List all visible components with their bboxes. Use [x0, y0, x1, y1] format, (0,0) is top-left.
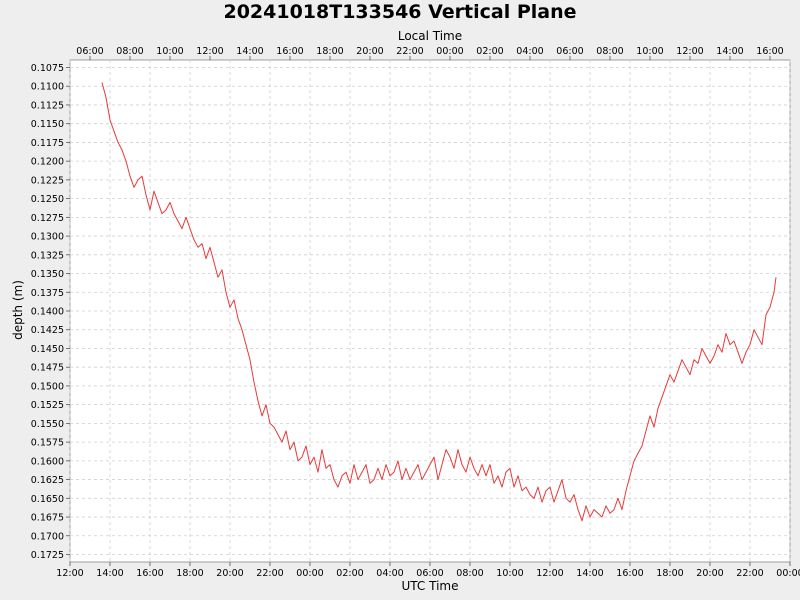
y-tick-label: 0.1325 [31, 250, 64, 261]
y-tick-label: 0.1400 [31, 307, 64, 318]
y-tick-label: 0.1100 [31, 82, 64, 93]
y-tick-label: 0.1275 [31, 213, 64, 224]
y-tick-label: 0.1175 [31, 138, 64, 149]
y-tick-label: 0.1225 [31, 175, 64, 186]
y-tick-label: 0.1150 [31, 119, 64, 130]
x2-tick-label: 16:00 [276, 46, 303, 57]
x2-tick-label: 12:00 [196, 46, 223, 57]
x-tick-label: 14:00 [576, 568, 603, 579]
y-tick-label: 0.1625 [31, 475, 64, 486]
x-tick-label: 08:00 [456, 568, 483, 579]
x-tick-label: 12:00 [56, 568, 83, 579]
x2-tick-label: 10:00 [156, 46, 183, 57]
x-tick-label: 16:00 [616, 568, 643, 579]
x-tick-label: 22:00 [736, 568, 763, 579]
x2-tick-label: 06:00 [76, 46, 103, 57]
x-tick-label: 00:00 [296, 568, 323, 579]
x2-tick-label: 08:00 [116, 46, 143, 57]
x2-tick-label: 22:00 [396, 46, 423, 57]
chart-title: 20241018T133546 Vertical Plane [223, 1, 576, 23]
x-tick-label: 18:00 [176, 568, 203, 579]
x-tick-label: 18:00 [656, 568, 683, 579]
y-tick-label: 0.1675 [31, 513, 64, 524]
y-tick-label: 0.1200 [31, 157, 64, 168]
y-tick-label: 0.1125 [31, 100, 64, 111]
series-layer [101, 82, 777, 522]
x-tick-label: 20:00 [696, 568, 723, 579]
x-tick-label: 10:00 [496, 568, 523, 579]
x-tick-label: 14:00 [96, 568, 123, 579]
y-tick-label: 0.1650 [31, 494, 64, 505]
y-tick-label: 0.1075 [31, 63, 64, 74]
y-axis-title: depth (m) [11, 280, 25, 340]
axis-ticks: 12:00 14:00 16:00 18:00 20:00 22:00 00:00 02:00… [31, 46, 800, 579]
x2-tick-label: 12:00 [676, 46, 703, 57]
y-tick-label: 0.1425 [31, 325, 64, 336]
y-tick-label: 0.1525 [31, 400, 64, 411]
x-tick-label: 04:00 [376, 568, 403, 579]
x-tick-label: 16:00 [136, 568, 163, 579]
y-tick-label: 0.1450 [31, 344, 64, 355]
x2-tick-label: 16:00 [756, 46, 783, 57]
x2-tick-label: 04:00 [516, 46, 543, 57]
y-tick-label: 0.1300 [31, 232, 64, 243]
bottom-axis-title: UTC Time [402, 579, 459, 593]
x2-tick-label: 18:00 [316, 46, 343, 57]
y-tick-label: 0.1575 [31, 438, 64, 449]
y-tick-label: 0.1500 [31, 381, 64, 392]
y-tick-label: 0.1375 [31, 288, 64, 299]
y-tick-label: 0.1250 [31, 194, 64, 205]
x2-tick-label: 06:00 [556, 46, 583, 57]
x-tick-label: 20:00 [216, 568, 243, 579]
x-tick-label: 12:00 [536, 568, 563, 579]
y-tick-label: 0.1600 [31, 456, 64, 467]
y-tick-label: 0.1550 [31, 419, 64, 430]
x2-tick-label: 00:00 [436, 46, 463, 57]
x2-tick-label: 14:00 [716, 46, 743, 57]
x-tick-label: 22:00 [256, 568, 283, 579]
y-tick-label: 0.1700 [31, 531, 64, 542]
x2-tick-label: 20:00 [356, 46, 383, 57]
depth-series-line [101, 82, 777, 522]
x-tick-label: 02:00 [336, 568, 363, 579]
x2-tick-label: 10:00 [636, 46, 663, 57]
x-tick-label: 00:00 [776, 568, 800, 579]
grid [69, 60, 791, 562]
x2-tick-label: 08:00 [596, 46, 623, 57]
top-axis-title: Local Time [398, 29, 462, 43]
x2-tick-label: 14:00 [236, 46, 263, 57]
y-tick-label: 0.1475 [31, 363, 64, 374]
x2-tick-label: 02:00 [476, 46, 503, 57]
x-tick-label: 06:00 [416, 568, 443, 579]
y-tick-label: 0.1725 [31, 550, 64, 561]
y-tick-label: 0.1350 [31, 269, 64, 280]
